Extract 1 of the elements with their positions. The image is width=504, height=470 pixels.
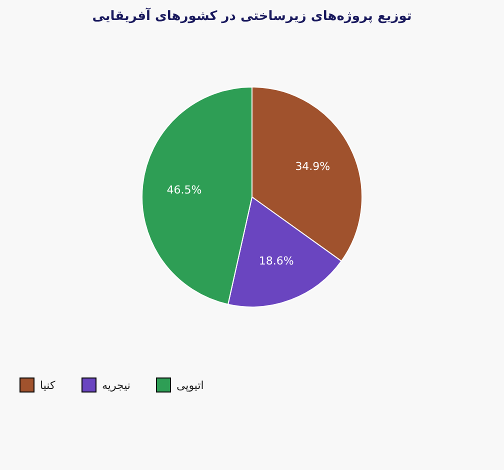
title: توزیع پروژه‌های زیرساختی در کشورهای آفریقایی bbox=[92, 9, 412, 24]
